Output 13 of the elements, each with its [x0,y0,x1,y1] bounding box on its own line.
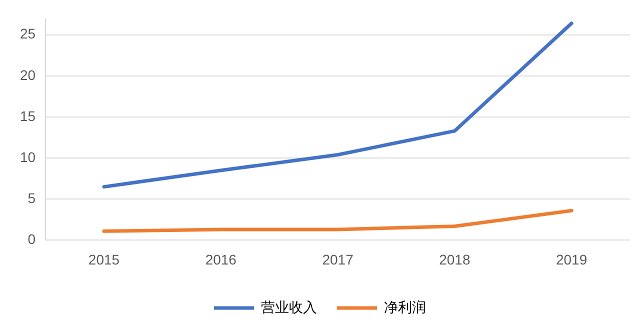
legend-label: 营业收入 [261,298,317,315]
x-tick-label: 2018 [439,251,470,268]
y-tick-label: 0 [28,231,36,248]
legend-label: 净利润 [384,298,426,315]
y-tick-label: 25 [20,26,36,42]
x-tick-label: 2015 [88,251,120,268]
y-tick-label: 5 [28,190,36,206]
x-tick-label: 2017 [322,251,354,268]
y-tick-label: 10 [20,148,36,165]
x-tick-label: 2016 [205,251,237,268]
x-tick-label: 2019 [556,251,588,268]
y-tick-label: 20 [20,66,36,83]
y-tick-label: 15 [20,108,36,124]
